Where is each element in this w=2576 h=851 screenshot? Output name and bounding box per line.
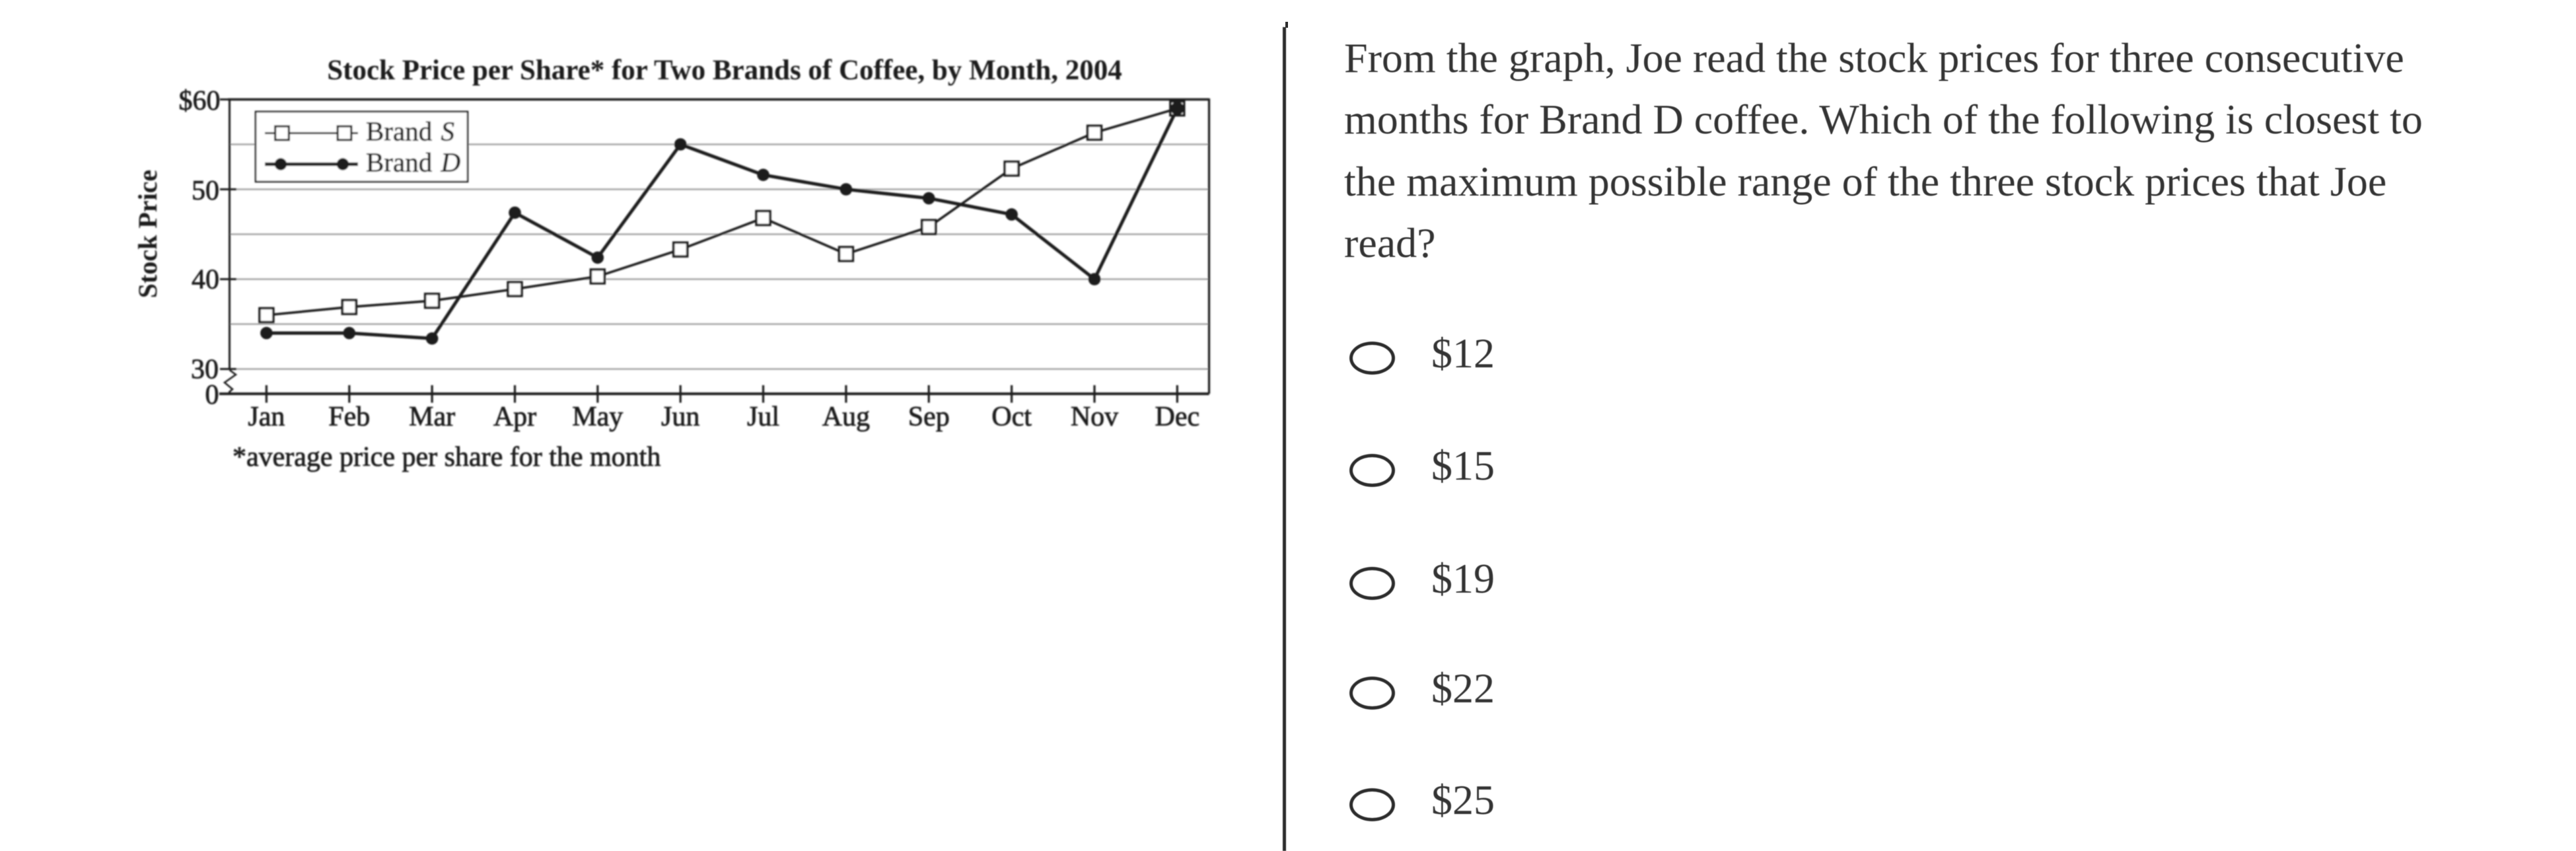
svg-text:50: 50 [192,176,219,206]
svg-text:40: 40 [192,265,219,295]
svg-text:Jul: Jul [747,402,779,432]
svg-text:May: May [572,402,623,432]
svg-text:0: 0 [205,380,219,410]
svg-text:Jun: Jun [661,402,699,432]
svg-text:Mar: Mar [409,402,455,432]
svg-text:Brand S: Brand S [366,116,454,147]
svg-text:Jan: Jan [248,402,285,432]
svg-text:*average price per share for t: *average price per share for the month [233,442,661,472]
svg-text:Sep: Sep [908,402,950,432]
svg-text:30: 30 [191,355,219,385]
svg-text:Nov: Nov [1071,402,1118,432]
svg-text:Brand D: Brand D [366,147,460,177]
svg-text:Stock Price per Share* for Two: Stock Price per Share* for Two Brands of… [327,55,1122,86]
svg-text:Oct: Oct [991,402,1032,432]
svg-text:Stock Price: Stock Price [133,170,162,298]
svg-text:Dec: Dec [1155,402,1199,432]
svg-text:$60: $60 [179,86,221,116]
svg-text:Aug: Aug [822,402,870,432]
svg-text:Feb: Feb [328,402,370,432]
svg-text:Apr: Apr [493,402,536,432]
